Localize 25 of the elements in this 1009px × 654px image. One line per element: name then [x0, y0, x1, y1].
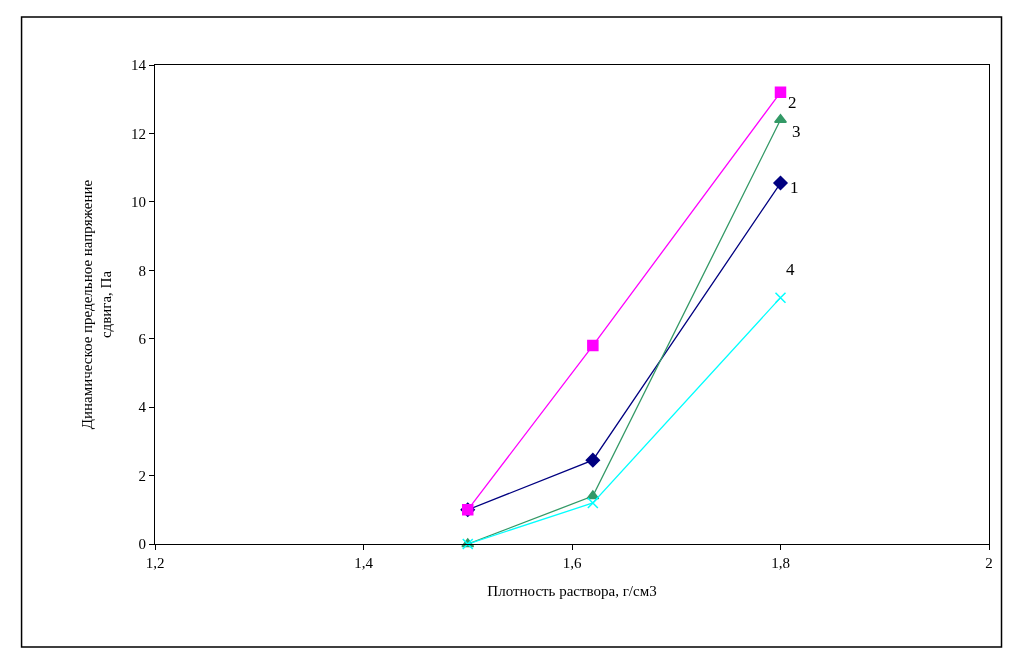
series-label: 2: [788, 93, 797, 112]
series-label: 1: [790, 178, 799, 197]
x-axis-title: Плотность раствора, г/см3: [487, 583, 657, 599]
point: [585, 452, 601, 468]
point: [587, 497, 599, 509]
point: [587, 339, 599, 352]
y-tick-label: 2: [138, 467, 146, 484]
x-tick-label: 1,6: [562, 555, 582, 571]
series-label: 4: [786, 260, 795, 279]
y-tick-label: 0: [138, 536, 146, 553]
y-tick-label: 12: [131, 125, 146, 142]
point: [774, 291, 787, 304]
x-tick-label: 1,4: [354, 555, 374, 571]
x-tick-label: 1,2: [145, 555, 165, 571]
x-tick-label: 1,8: [771, 555, 790, 571]
point: [774, 86, 787, 99]
x-tick-label: 2: [985, 555, 993, 571]
series-label: 3: [792, 122, 801, 141]
y-tick-label: 6: [138, 330, 147, 347]
y-axis-title: Динамическое предельное напряжение сдвига, Па: [78, 179, 115, 430]
y-tick-label: 8: [138, 262, 146, 279]
y-tick-label: 4: [138, 399, 147, 416]
y-tick-label: 10: [131, 194, 146, 211]
point: [773, 175, 788, 191]
y-tick-label: 14: [131, 57, 147, 74]
